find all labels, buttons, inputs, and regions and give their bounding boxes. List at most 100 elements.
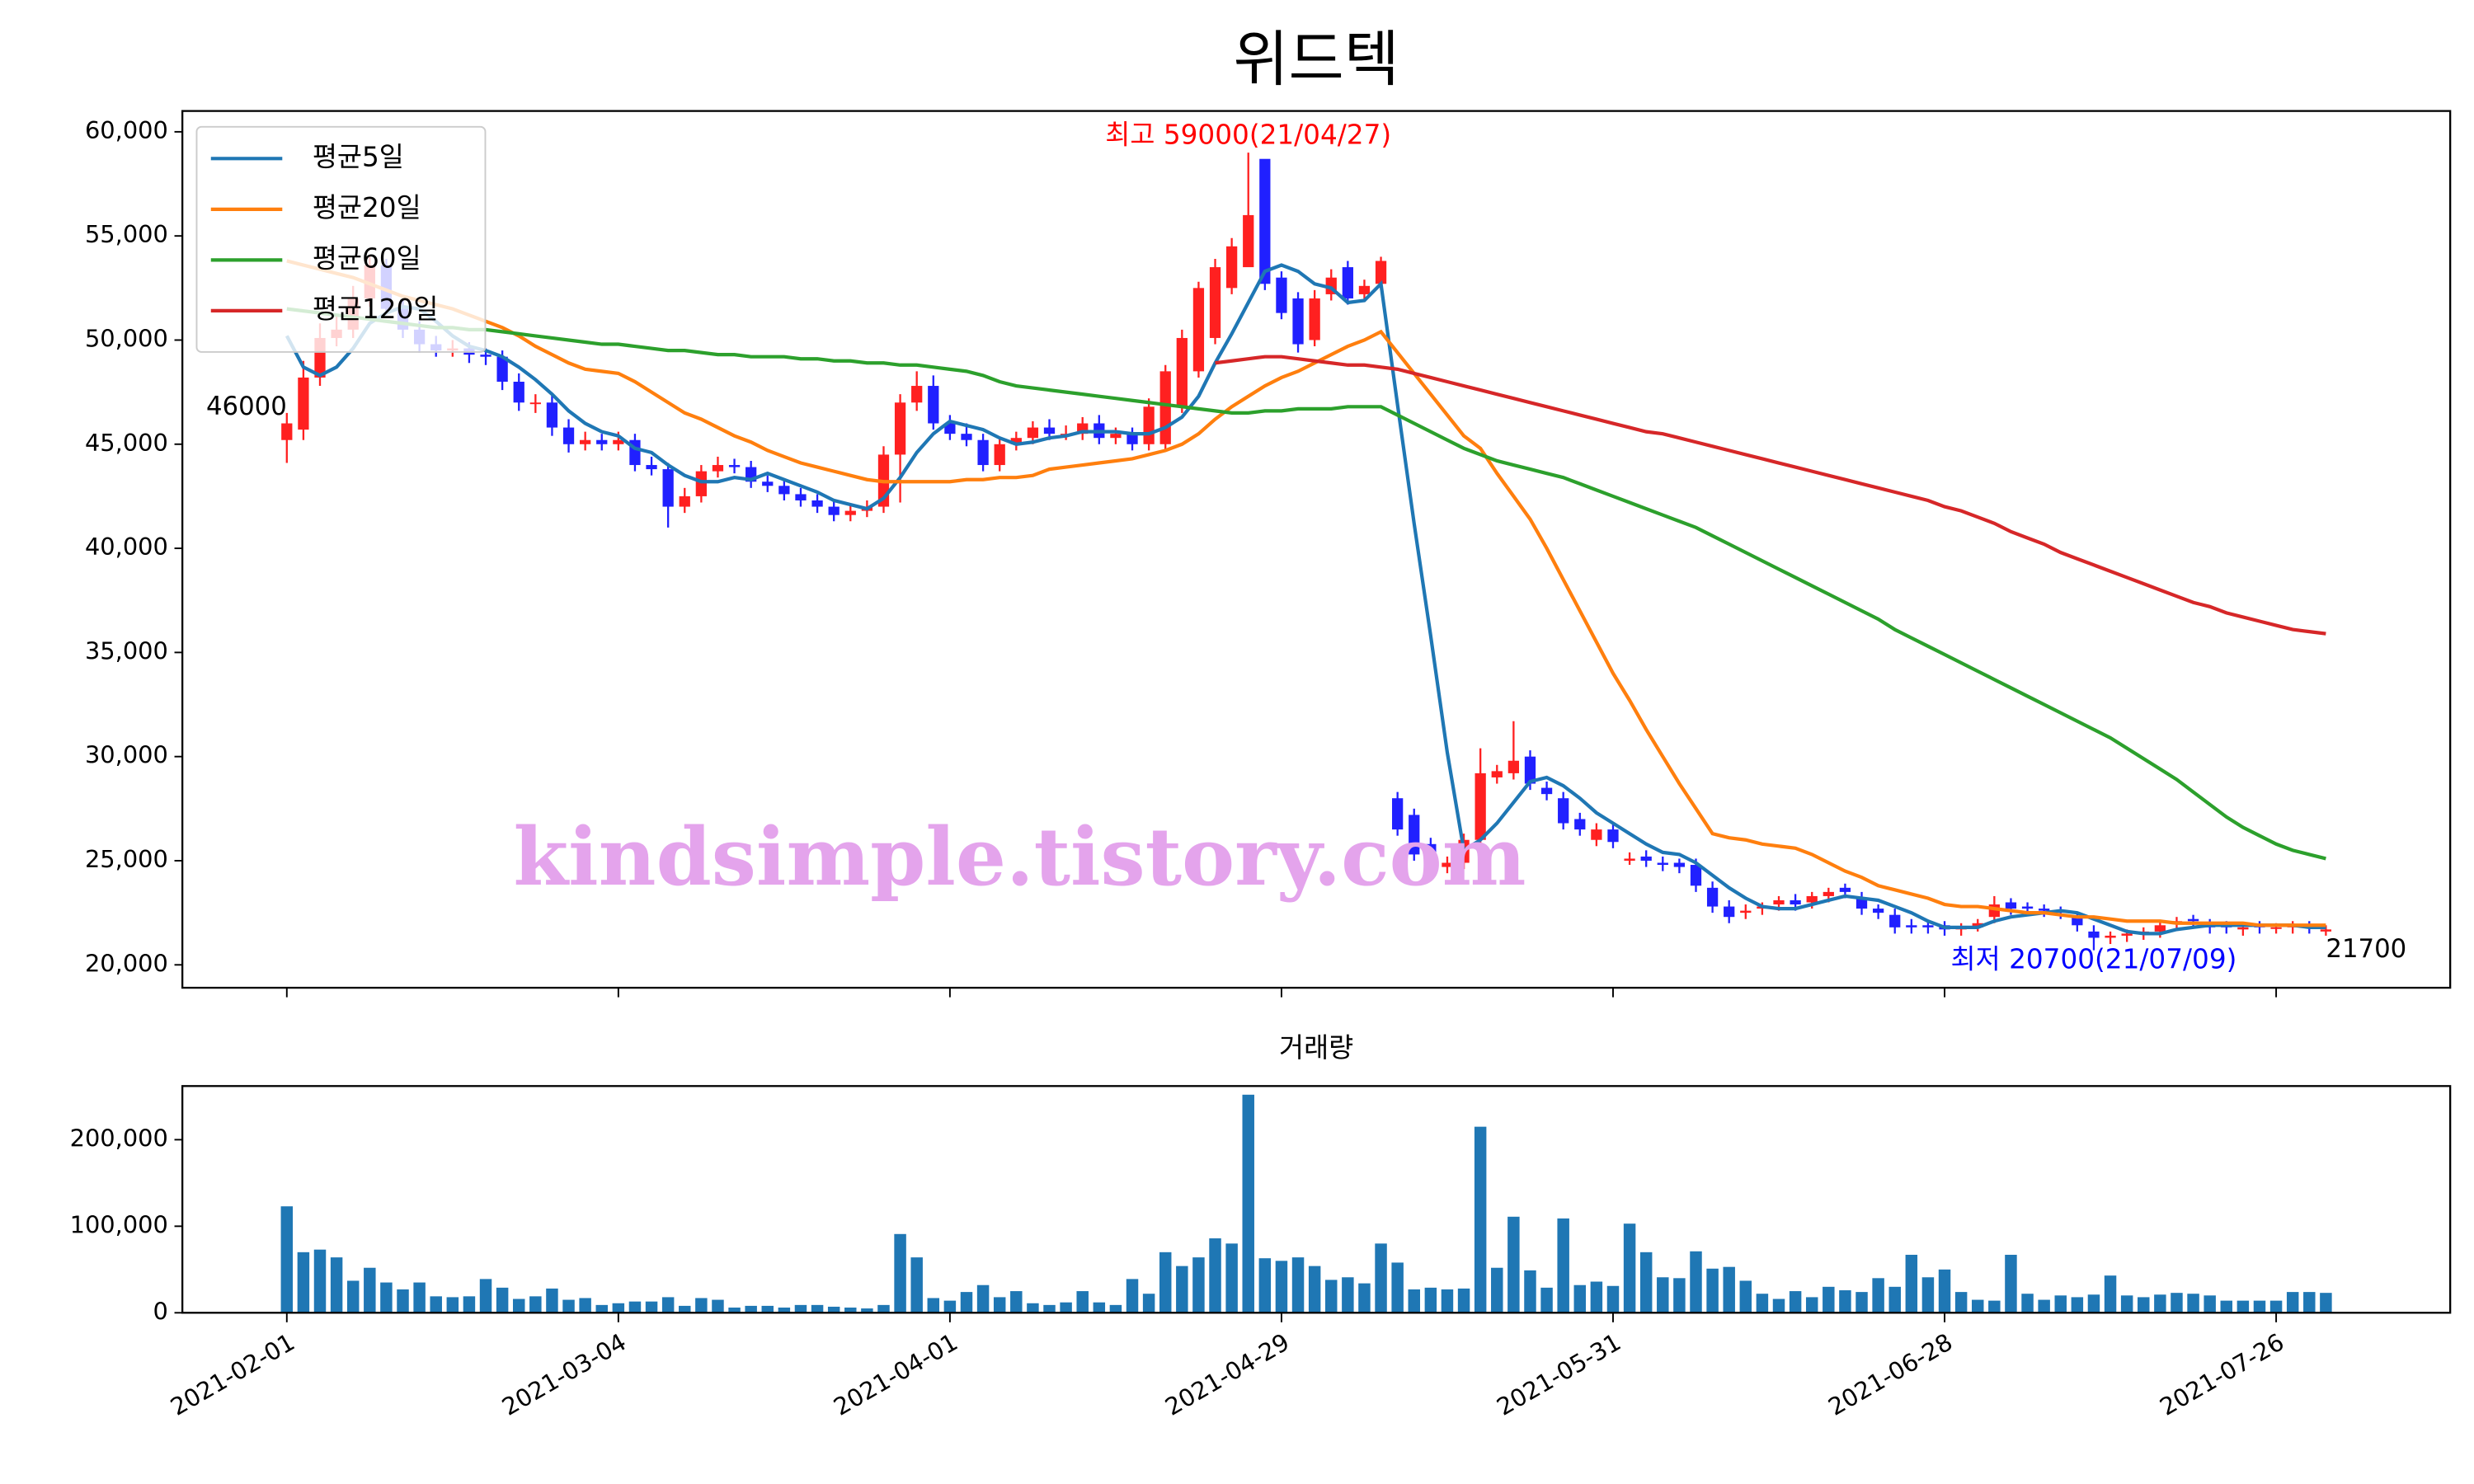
candle-body — [994, 444, 1005, 466]
subplot-title: 거래량 — [1279, 1032, 1353, 1064]
volume-bar — [1540, 1287, 1553, 1313]
candle-body — [712, 465, 724, 472]
candle-body — [1839, 887, 1851, 892]
volume-bar — [1109, 1304, 1122, 1313]
candle-body — [2005, 902, 2017, 909]
candle-body — [1409, 815, 1420, 855]
volume-bar — [496, 1287, 509, 1313]
volume-bar — [927, 1298, 940, 1313]
candle-body — [1507, 760, 1520, 773]
volume-bar — [1126, 1279, 1139, 1313]
volume-bar — [1772, 1298, 1785, 1313]
candle-body — [1225, 246, 1238, 289]
candle-body — [613, 439, 624, 444]
candle-body — [1690, 865, 1702, 886]
candle-body — [1491, 771, 1503, 777]
volume-bar — [2054, 1295, 2067, 1313]
volume-bar — [2187, 1294, 2199, 1313]
volume-bar — [1805, 1297, 1818, 1313]
volume-bar — [1723, 1266, 1735, 1313]
candle-body — [1159, 371, 1171, 444]
axes-frame — [181, 110, 2452, 989]
candle-body — [2072, 917, 2083, 926]
volume-bar — [463, 1296, 476, 1313]
volume-bar — [2120, 1295, 2133, 1313]
volume-bar — [1507, 1216, 1520, 1313]
volume-bar — [1739, 1280, 1752, 1313]
volume-bar — [1690, 1251, 1702, 1313]
candle-body — [1010, 438, 1022, 444]
volume-bar — [2104, 1275, 2117, 1313]
candle-body — [1110, 434, 1122, 439]
watermark: kindsimple.tistory.com — [514, 810, 1526, 904]
candle-body — [1558, 798, 1569, 824]
candle-body — [1176, 337, 1188, 407]
candle-body — [828, 506, 840, 515]
candle-body — [1706, 887, 1719, 907]
candle-body — [728, 465, 741, 467]
candle-body — [2237, 927, 2249, 930]
volume-bar — [430, 1296, 442, 1313]
candle-body — [2154, 925, 2166, 932]
candle-body — [811, 500, 823, 507]
candle-body — [2039, 909, 2050, 911]
volume-bar — [1524, 1270, 1536, 1313]
volume-bar — [1921, 1277, 1935, 1313]
candle-body — [1475, 773, 1486, 840]
volume-bar — [380, 1282, 393, 1313]
volume-bar — [1856, 1292, 1868, 1313]
volume-bar — [2204, 1295, 2216, 1313]
volume-bar — [1093, 1302, 1106, 1313]
y-tick-label: 60,000 — [85, 116, 168, 144]
y-tick-label: 45,000 — [85, 429, 168, 457]
candle-body — [944, 423, 956, 434]
volume-bar — [2320, 1293, 2332, 1313]
candle-body — [1126, 434, 1138, 444]
legend-label: 평균60일 — [313, 242, 421, 274]
volume-bar — [2021, 1294, 2034, 1313]
candle-body — [1375, 261, 1387, 284]
volume-bar — [628, 1301, 642, 1313]
candle-body — [762, 481, 774, 486]
volume-bar — [1291, 1257, 1305, 1313]
candle-body — [580, 439, 591, 444]
candle-body — [1724, 906, 1735, 918]
candle-body — [646, 465, 657, 470]
candle-body — [1292, 298, 1304, 345]
candle-body — [1027, 427, 1039, 439]
candle-body — [562, 427, 575, 444]
candle-body — [529, 402, 541, 405]
candle-body — [1872, 909, 1884, 913]
volume-bar — [943, 1300, 957, 1313]
candle-body — [1392, 798, 1404, 830]
volume-bar — [2303, 1292, 2316, 1313]
volume-bar — [1657, 1277, 1669, 1313]
candle-body — [1591, 829, 1602, 840]
candle-body — [281, 423, 293, 440]
volume-bar — [512, 1298, 525, 1313]
volume-bar — [546, 1288, 558, 1313]
candle-body — [1740, 910, 1752, 913]
volume-bar — [894, 1233, 906, 1313]
volume-bar — [1938, 1269, 1951, 1313]
volume-bar — [330, 1257, 343, 1313]
y-tick-label: 25,000 — [85, 845, 168, 873]
volume-bar — [1606, 1285, 1620, 1313]
y-tick-label: 100,000 — [70, 1210, 168, 1238]
volume-bar — [1756, 1294, 1769, 1313]
volume-bar — [2038, 1299, 2050, 1313]
last-close-label: 21700 — [2326, 934, 2406, 964]
volume-bar — [2269, 1300, 2283, 1313]
candle-body — [1624, 858, 1635, 861]
volume-bar — [778, 1308, 791, 1313]
volume-bar — [761, 1305, 774, 1313]
candle-body — [596, 439, 608, 444]
volume-bar — [297, 1252, 310, 1313]
volume-bar — [579, 1298, 591, 1313]
volume-bar — [1375, 1243, 1387, 1313]
volume-bar — [1043, 1304, 1056, 1313]
volume-bar — [861, 1308, 873, 1313]
volume-bar — [1573, 1284, 1587, 1313]
candle-body — [496, 356, 508, 383]
